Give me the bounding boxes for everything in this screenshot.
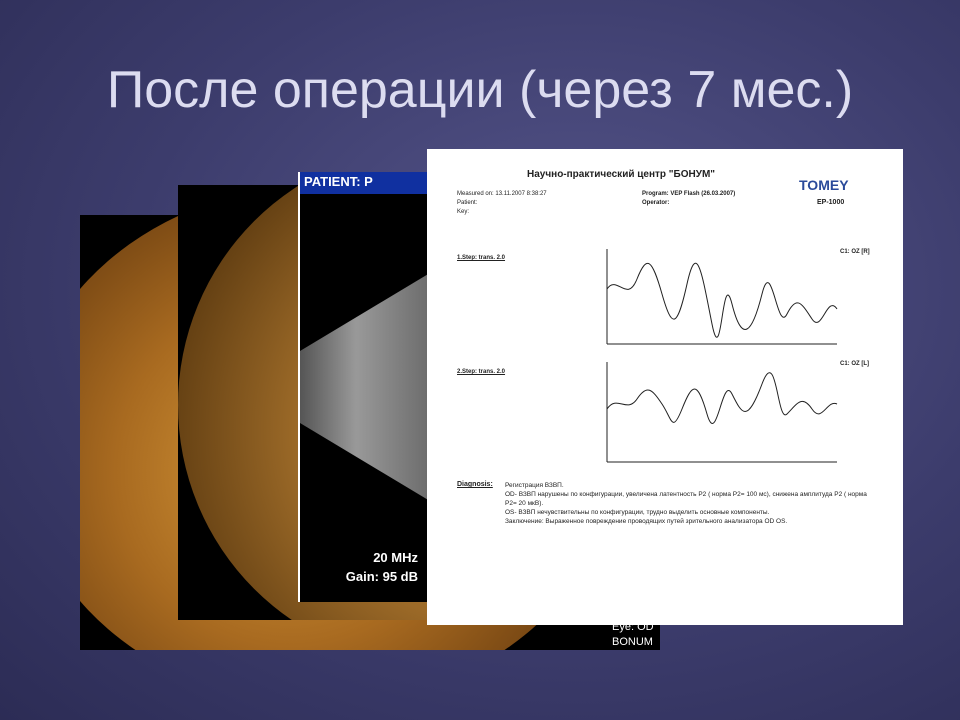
gain: Gain: 95 dB (345, 569, 418, 584)
diagnosis-line: Заключение: Выраженное повреждение прово… (505, 518, 788, 525)
patient: Patient: (457, 200, 478, 206)
diagnosis-line: Регистрация ВЗВП. (505, 482, 564, 489)
diagnosis-line: OD- ВЗВП нарушены по конфигурации, увели… (505, 491, 867, 507)
measured: Measured on: 13.11.2007 8:38:27 (457, 191, 547, 197)
key: Key: (457, 209, 470, 215)
diagnosis: Регистрация ВЗВП. OD- ВЗВП нарушены по к… (505, 481, 875, 526)
clinic-label: BONUM (612, 636, 653, 648)
program: Program: VEP Flash (26.03.2007) (642, 191, 736, 197)
ultrasound-image: PATIENT: P 20 MHz Gain: 95 dB (298, 172, 432, 602)
report-title: Научно-практический центр "БОНУМ" (527, 169, 716, 180)
step: 2.Step: trans. 2.0 (457, 369, 506, 375)
diagnosis-line: OS- ВЗВП нечувствительны по конфигурации… (505, 509, 770, 516)
diagnosis-label: Diagnosis: (457, 481, 493, 488)
waveforms (606, 249, 838, 463)
channel: C1: OZ [L] (840, 361, 869, 367)
device: EP-1000 (817, 199, 845, 206)
operator: Operator: (642, 200, 670, 206)
slide-title: После операции (через 7 мес.) (106, 61, 854, 119)
patient-label: PATIENT: P (300, 172, 432, 194)
frequency: 20 MHz (373, 550, 418, 565)
brand: TOMEY (799, 177, 849, 193)
vep-report: Научно-практический центр "БОНУМ" Measur… (427, 149, 903, 625)
channel: C1: OZ [R] (840, 249, 870, 255)
step: 1.Step: trans. 2.0 (457, 255, 506, 261)
